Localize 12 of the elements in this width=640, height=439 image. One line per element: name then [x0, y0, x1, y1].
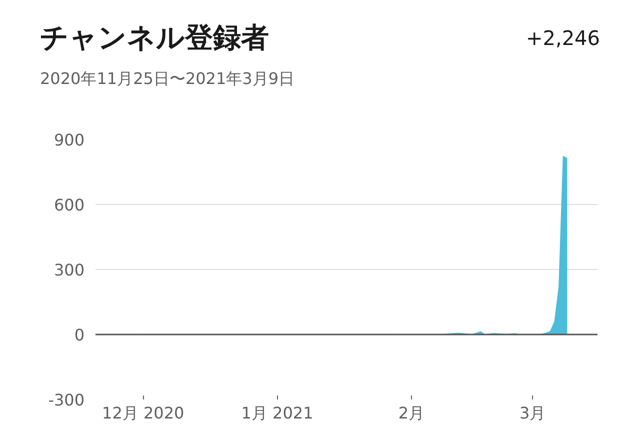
- x-tick-label: 3月: [519, 404, 546, 422]
- y-tick-label: 900: [54, 130, 85, 150]
- y-tick-label: 300: [54, 260, 85, 280]
- y-tick-label: -300: [48, 390, 84, 410]
- x-tick-label: 1月 2021: [241, 404, 314, 422]
- x-tick-label: 12月 2020: [102, 404, 184, 422]
- y-tick-label: 600: [54, 196, 85, 214]
- chart-subtitle: 2020年11月25日〜2021年3月9日: [40, 68, 296, 90]
- text: +2,246: [526, 24, 600, 52]
- chart-title: チャンネル登録者: [40, 20, 269, 56]
- x-tick-label: 2月: [398, 404, 425, 422]
- y-tick-label: 0: [74, 326, 85, 344]
